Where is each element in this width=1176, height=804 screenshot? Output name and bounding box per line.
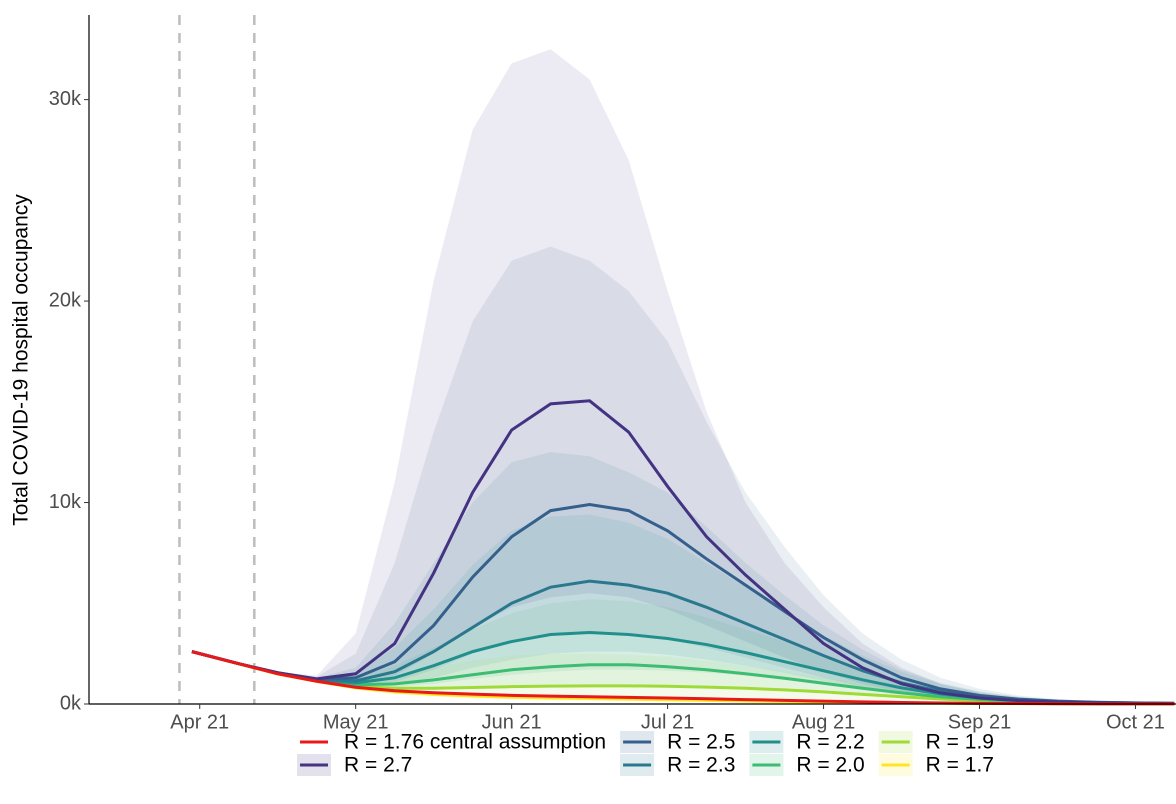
x-tick-label: May 21 (323, 711, 389, 733)
series-line (191, 399, 1175, 705)
plot-area (178, 15, 1175, 706)
y-axis-label: Total COVID-19 hospital occupancy (10, 194, 33, 526)
legend-label: R = 1.9 (926, 731, 994, 754)
y-tick-label: 20k (49, 289, 82, 311)
legend-label: R = 2.0 (796, 754, 864, 777)
y-tick-label: 0k (60, 692, 82, 714)
legend-item: R = 1.76 central assumption (300, 731, 606, 754)
x-tick-label: Oct 21 (1106, 711, 1165, 733)
band (191, 651, 1175, 704)
legend-item: R = 2.5 (620, 731, 735, 754)
legend-item: R = 2.0 (749, 754, 865, 777)
x-tick-label: Apr 21 (170, 711, 229, 733)
band (191, 514, 1175, 704)
legend-item: R = 1.9 (878, 731, 994, 754)
legend-item: R = 1.7 (878, 754, 994, 777)
legend-label: R = 1.76 central assumption (344, 731, 606, 754)
y-tick-label: 10k (49, 491, 82, 513)
x-tick-label: Jun 21 (482, 711, 542, 733)
legend-item: R = 2.2 (749, 731, 865, 754)
band (191, 246, 1175, 704)
y-tick-label: 30k (49, 88, 82, 110)
band (191, 452, 1175, 704)
legend-item: R = 2.7 (297, 754, 412, 777)
legend-label: R = 1.7 (926, 754, 994, 777)
x-tick-label: Sep 21 (948, 711, 1011, 733)
band (191, 49, 1175, 704)
x-tick-label: Jul 21 (641, 711, 694, 733)
band (191, 599, 1175, 704)
legend-label: R = 2.3 (667, 754, 735, 777)
legend-label: R = 2.7 (344, 754, 412, 777)
legend-label: R = 2.2 (796, 731, 864, 754)
x-tick-label: Aug 21 (792, 711, 855, 733)
legend-label: R = 2.5 (667, 731, 735, 754)
series-line (191, 503, 1175, 705)
legend-item: R = 2.3 (620, 754, 735, 777)
